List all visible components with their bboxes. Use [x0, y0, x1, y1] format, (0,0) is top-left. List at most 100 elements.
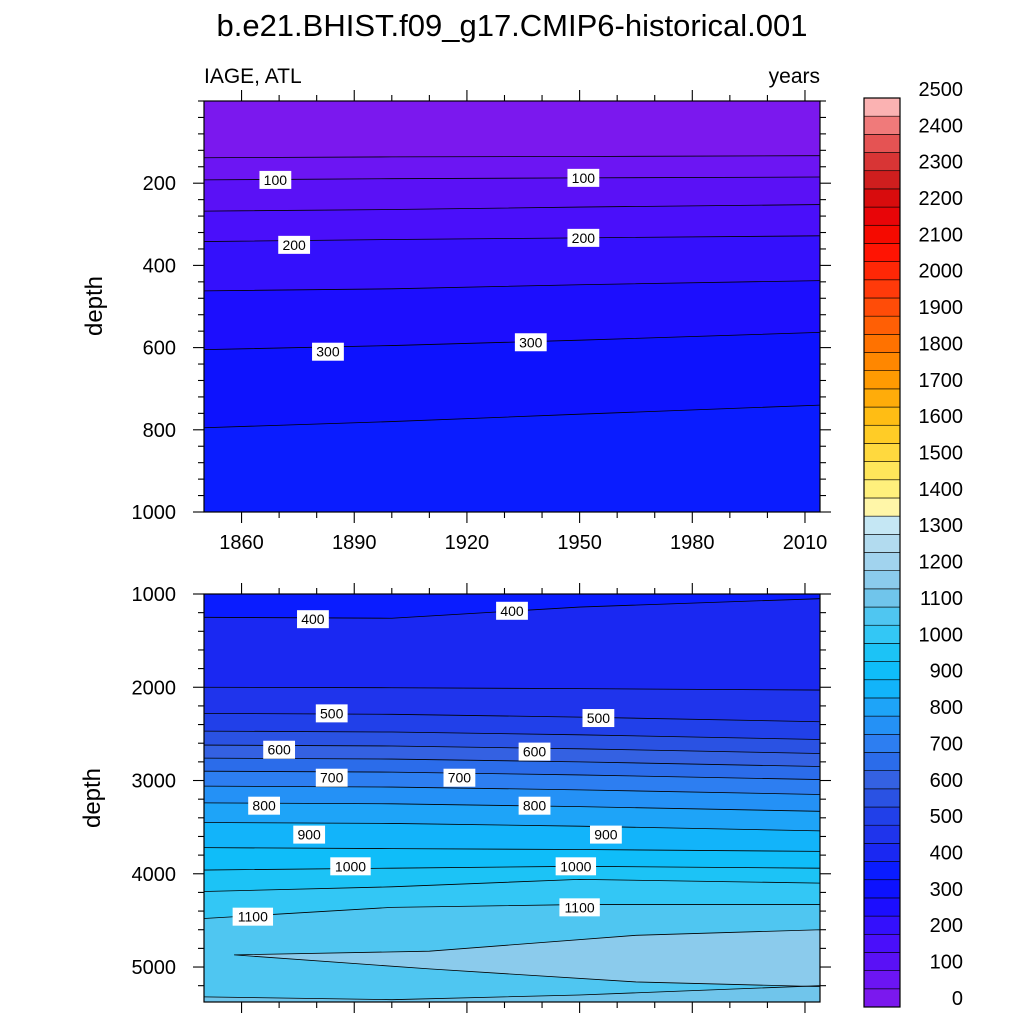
units-label: years: [769, 65, 820, 88]
x-tick-label: 1980: [670, 532, 715, 554]
y-tick-label: 800: [143, 420, 176, 442]
contour-label: 400: [297, 610, 329, 629]
colorbar-box: [863, 388, 901, 408]
contour-label: 900: [590, 825, 622, 844]
colorbar-box: [863, 479, 901, 499]
contour-line: [204, 176, 820, 181]
svg-text:300: 300: [519, 334, 543, 350]
contour-label: 600: [518, 742, 551, 761]
colorbar-box: [863, 661, 901, 681]
figure-title: b.e21.BHIST.f09_g17.CMIP6-historical.001: [216, 8, 807, 43]
colorbar-label: 2200: [919, 188, 964, 210]
contour-label: 1000: [330, 857, 371, 876]
contour-line: [204, 712, 820, 723]
y-tick-label: 4000: [132, 864, 177, 886]
colorbar-label: 1600: [919, 406, 964, 428]
colorbar-box: [863, 424, 901, 444]
colorbar-box: [863, 206, 901, 226]
contour-label: 500: [315, 704, 348, 723]
svg-text:700: 700: [448, 770, 472, 786]
colorbar-box: [863, 861, 901, 881]
colorbar-box: [863, 843, 901, 862]
contour-line: [204, 404, 820, 429]
contour-label: 400: [496, 601, 528, 620]
colorbar-label: 2500: [919, 79, 964, 101]
svg-text:200: 200: [572, 230, 596, 246]
colorbar-label: 500: [930, 806, 963, 828]
svg-text:800: 800: [523, 798, 547, 814]
contour-label: 1000: [555, 857, 597, 876]
colorbar: 2500240023002200210020001900180017001600…: [863, 79, 964, 1010]
svg-text:600: 600: [267, 742, 291, 758]
y-tick-label: 3000: [132, 771, 177, 793]
colorbar-label: 1000: [919, 624, 964, 646]
contour-line: [204, 865, 820, 871]
colorbar-box: [863, 224, 901, 244]
colorbar-box: [863, 406, 901, 426]
colorbar-box: [863, 606, 901, 626]
colorbar-box: [863, 570, 901, 590]
contour-label: 800: [248, 796, 280, 815]
colorbar-label: 900: [930, 661, 963, 683]
contour-line: [204, 155, 820, 159]
contour-line: [204, 985, 820, 1001]
colorbar-label: 2000: [919, 261, 964, 283]
variable-label: IAGE, ATL: [204, 65, 302, 88]
colorbar-box: [863, 806, 901, 826]
colorbar-box: [863, 334, 901, 353]
colorbar-box: [863, 315, 901, 335]
contour-line: [204, 770, 820, 780]
contour-label: 700: [315, 768, 348, 787]
contour-line: [204, 802, 820, 812]
contour-line: [204, 730, 820, 740]
colorbar-box: [863, 534, 901, 553]
colorbar-frame: [863, 97, 901, 1008]
colorbar-label: 1200: [919, 552, 964, 574]
svg-text:700: 700: [320, 770, 344, 786]
colorbar-box: [863, 243, 901, 262]
colorbar-box: [863, 552, 901, 571]
colorbar-box: [863, 933, 901, 953]
y-tick-label: 5000: [132, 957, 177, 979]
contour-line: [204, 847, 820, 852]
contour-label: 300: [514, 333, 547, 352]
contour-label: 300: [312, 342, 344, 361]
colorbar-label: 1500: [919, 443, 964, 465]
colorbar-box: [863, 588, 901, 608]
svg-text:500: 500: [320, 705, 344, 721]
colorbar-box: [863, 352, 901, 371]
x-tick-label: 1860: [219, 532, 264, 554]
svg-text:300: 300: [316, 344, 340, 360]
upper-panel: 100 100 200 200 300 300 1860 1890 1920 1950 1980 20…: [132, 90, 831, 554]
contour-band: [204, 985, 820, 1002]
colorbar-box: [863, 279, 901, 299]
x-tick-label: 1920: [445, 532, 490, 554]
contour-label: 800: [518, 796, 551, 815]
plot-frame: [203, 593, 821, 1003]
svg-text:100: 100: [572, 170, 596, 186]
colorbar-box: [863, 297, 901, 317]
colorbar-box: [863, 461, 901, 481]
colorbar-label: 2400: [919, 115, 964, 137]
colorbar-label: 2100: [919, 224, 964, 246]
svg-text:1100: 1100: [565, 899, 595, 915]
svg-text:600: 600: [523, 744, 547, 760]
y-tick-label: 1000: [132, 502, 177, 524]
svg-text:400: 400: [500, 603, 524, 619]
colorbar-label: 0: [952, 988, 963, 1010]
colorbar-box: [863, 970, 901, 990]
contour-line: [204, 785, 820, 795]
y-tick-label: 1000: [132, 584, 177, 606]
contour-line: [204, 757, 820, 767]
colorbar-label: 1300: [919, 515, 964, 537]
colorbar-box: [863, 261, 901, 281]
colorbar-box: [863, 624, 901, 644]
colorbar-box: [863, 188, 901, 208]
colorbar-box: [863, 134, 901, 153]
contour-line: [204, 331, 820, 351]
contour-band: [204, 405, 820, 512]
colorbar-label: 1700: [919, 370, 964, 392]
svg-text:1000: 1000: [560, 858, 591, 874]
